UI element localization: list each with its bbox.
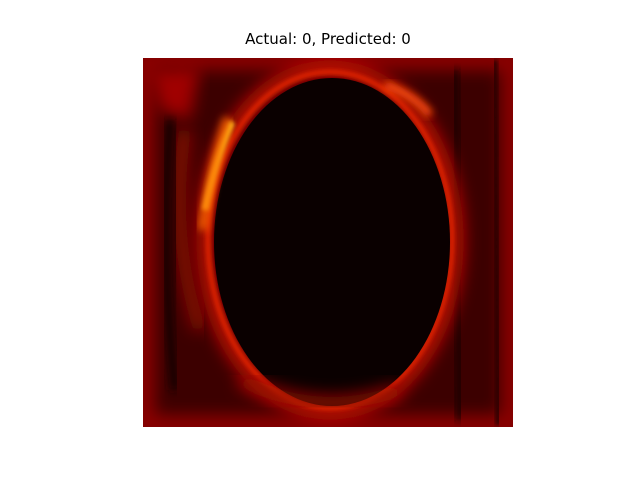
chart-title: Actual: 0, Predicted: 0 [245, 30, 411, 48]
heatmap-image [143, 58, 513, 427]
